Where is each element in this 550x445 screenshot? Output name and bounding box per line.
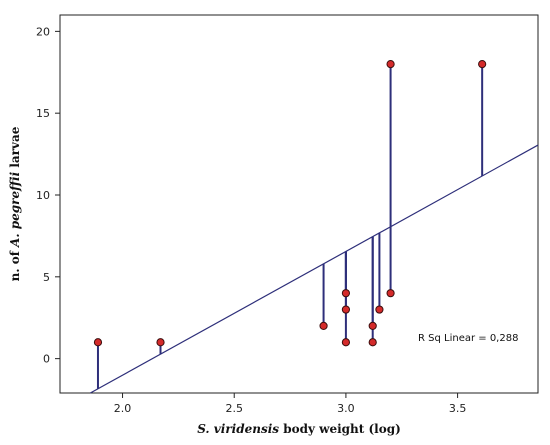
y-axis-title: n. of A. pegreffii larvae <box>8 126 22 281</box>
data-point <box>341 305 351 314</box>
y-tick-label: 0 <box>43 353 50 366</box>
data-point <box>478 59 487 69</box>
x-tick-label: 3.0 <box>337 402 355 415</box>
data-point <box>156 338 165 347</box>
x-tick-label: 2.5 <box>225 402 243 415</box>
data-point <box>375 305 384 314</box>
data-point <box>93 338 103 347</box>
x-tick-label: 3.5 <box>449 402 467 415</box>
data-point <box>319 321 328 331</box>
data-point <box>341 289 351 298</box>
y-tick-label: 20 <box>36 25 50 38</box>
data-point <box>341 338 351 347</box>
y-tick-label: 10 <box>36 189 50 202</box>
y-tick-label: 5 <box>43 271 50 284</box>
x-axis-title: S. viridensis body weight (log) <box>197 422 401 436</box>
data-point <box>368 338 377 347</box>
y-tick-label: 15 <box>36 107 50 120</box>
x-tick-label: 2.0 <box>114 402 132 415</box>
data-point <box>386 289 395 298</box>
regression-line <box>90 144 539 394</box>
data-point <box>386 59 395 69</box>
plot-area <box>59 14 539 394</box>
data-point <box>368 321 377 331</box>
r-squared-annotation: R Sq Linear = 0,288 <box>418 333 518 344</box>
